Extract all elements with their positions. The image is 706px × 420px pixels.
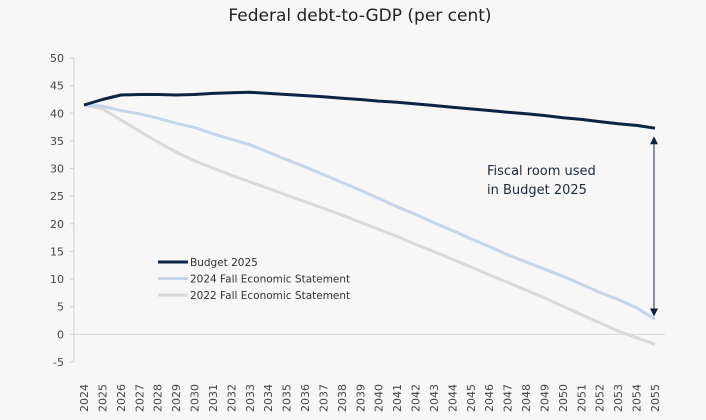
x-tick-label: 2055 bbox=[649, 384, 662, 412]
x-tick-label: 2039 bbox=[354, 384, 367, 412]
x-tick-label: 2052 bbox=[594, 384, 607, 412]
x-tick-label: 2029 bbox=[170, 384, 183, 412]
x-tick-label: 2038 bbox=[336, 384, 349, 412]
fiscal-room-annotation: Fiscal room used in Budget 2025 bbox=[487, 136, 658, 317]
y-tick-label: 40 bbox=[50, 107, 64, 120]
x-tick-label: 2046 bbox=[483, 384, 496, 412]
series-lines bbox=[83, 90, 656, 346]
x-tick-label: 2042 bbox=[410, 384, 423, 412]
y-tick-label: 25 bbox=[50, 190, 64, 203]
series-line-budget-2025 bbox=[83, 90, 656, 130]
x-tick-label: 2034 bbox=[262, 384, 275, 412]
series-line-2022-fall-economic-statement bbox=[83, 103, 656, 346]
y-tick-label: 10 bbox=[50, 273, 64, 286]
arrow-up-icon bbox=[650, 136, 658, 145]
legend-label: Budget 2025 bbox=[190, 257, 258, 269]
x-tick-label: 2026 bbox=[115, 384, 128, 412]
y-tick-label: -5 bbox=[53, 356, 64, 369]
y-tick-label: 15 bbox=[50, 245, 64, 258]
x-tick-label: 2053 bbox=[612, 384, 625, 412]
y-tick-label: 35 bbox=[50, 135, 64, 148]
x-axis: 2024 2025 2026 2027 2028 2029 2030 2031 2032 2033… bbox=[78, 384, 662, 412]
annotation-text: in Budget 2025 bbox=[487, 183, 587, 198]
x-tick-label: 2051 bbox=[575, 384, 588, 412]
x-tick-label: 2030 bbox=[189, 384, 202, 412]
x-tick-label: 2031 bbox=[207, 384, 220, 412]
x-tick-label: 2041 bbox=[391, 384, 404, 412]
legend-label: 2024 Fall Economic Statement bbox=[190, 274, 350, 286]
x-tick-label: 2044 bbox=[446, 384, 459, 412]
x-tick-label: 2032 bbox=[225, 384, 238, 412]
x-tick-label: 2045 bbox=[465, 384, 478, 412]
x-tick-label: 2027 bbox=[133, 384, 146, 412]
y-tick-label: 0 bbox=[57, 328, 64, 341]
annotation-text: Fiscal room used bbox=[487, 164, 596, 179]
x-tick-label: 2037 bbox=[317, 384, 330, 412]
y-axis: -5 0 5 10 15 20 25 30 35 40 45 50 bbox=[50, 52, 665, 369]
x-tick-label: 2040 bbox=[373, 384, 386, 412]
x-tick-label: 2050 bbox=[557, 384, 570, 412]
x-tick-label: 2049 bbox=[538, 384, 551, 412]
x-tick-label: 2048 bbox=[520, 384, 533, 412]
legend-label: 2022 Fall Economic Statement bbox=[190, 290, 350, 302]
series-line-2024-fall-economic-statement bbox=[83, 103, 656, 321]
x-tick-label: 2036 bbox=[299, 384, 312, 412]
x-tick-label: 2047 bbox=[502, 384, 515, 412]
y-tick-label: 45 bbox=[50, 80, 64, 93]
y-tick-label: 5 bbox=[57, 301, 64, 314]
y-tick-label: 30 bbox=[50, 163, 64, 176]
legend: Budget 2025 2024 Fall Economic Statement 2… bbox=[158, 257, 350, 302]
arrow-down-icon bbox=[650, 308, 658, 317]
x-tick-label: 2033 bbox=[244, 384, 257, 412]
x-tick-label: 2025 bbox=[96, 384, 109, 412]
y-tick-label: 20 bbox=[50, 218, 64, 231]
y-tick-label: 50 bbox=[50, 52, 64, 65]
x-tick-label: 2035 bbox=[281, 384, 294, 412]
x-tick-label: 2054 bbox=[631, 384, 644, 412]
x-tick-label: 2024 bbox=[78, 384, 91, 412]
x-tick-label: 2028 bbox=[152, 384, 165, 412]
chart-title: Federal debt-to-GDP (per cent) bbox=[228, 6, 491, 26]
x-tick-label: 2043 bbox=[428, 384, 441, 412]
